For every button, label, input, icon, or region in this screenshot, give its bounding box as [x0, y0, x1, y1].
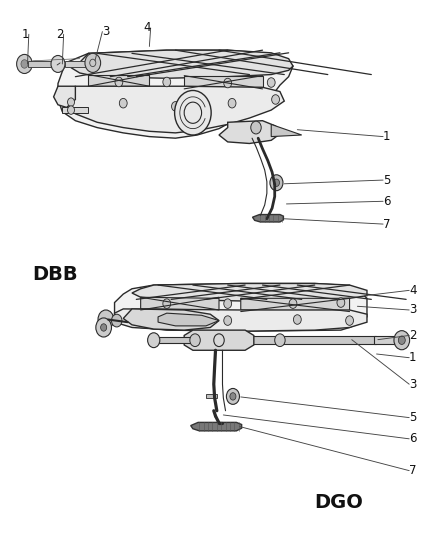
Text: 3: 3 — [409, 378, 417, 391]
Circle shape — [226, 389, 240, 405]
Circle shape — [270, 175, 283, 191]
Circle shape — [163, 77, 171, 87]
Circle shape — [228, 99, 236, 108]
Circle shape — [67, 98, 74, 107]
Text: 6: 6 — [409, 432, 417, 446]
Circle shape — [293, 315, 301, 324]
Circle shape — [230, 393, 236, 400]
Text: DGO: DGO — [315, 493, 364, 512]
Circle shape — [17, 54, 32, 74]
Circle shape — [119, 99, 127, 108]
Polygon shape — [132, 284, 367, 301]
Text: 1: 1 — [383, 130, 390, 143]
Circle shape — [275, 334, 285, 346]
Circle shape — [238, 334, 248, 346]
Text: 6: 6 — [383, 195, 390, 208]
Text: 2: 2 — [57, 28, 64, 41]
Polygon shape — [88, 75, 149, 86]
Text: DBB: DBB — [32, 265, 78, 284]
Polygon shape — [271, 124, 302, 136]
Polygon shape — [141, 297, 219, 310]
Circle shape — [337, 298, 345, 308]
Polygon shape — [241, 298, 350, 312]
Text: 1: 1 — [21, 28, 29, 41]
Polygon shape — [67, 86, 284, 133]
Circle shape — [346, 316, 353, 325]
Polygon shape — [58, 50, 293, 138]
Polygon shape — [123, 309, 219, 330]
Bar — [206, 394, 217, 398]
Text: 4: 4 — [143, 21, 151, 35]
Polygon shape — [115, 284, 367, 331]
Circle shape — [98, 310, 114, 329]
Circle shape — [96, 318, 112, 337]
Circle shape — [51, 55, 65, 72]
Polygon shape — [184, 76, 262, 89]
Circle shape — [224, 78, 232, 88]
Circle shape — [251, 121, 261, 134]
Text: 7: 7 — [409, 464, 417, 477]
Circle shape — [224, 299, 232, 309]
Text: 3: 3 — [409, 303, 417, 317]
Circle shape — [67, 106, 74, 114]
Polygon shape — [158, 313, 219, 326]
Text: 2: 2 — [409, 329, 417, 342]
Circle shape — [289, 299, 297, 309]
Circle shape — [21, 60, 28, 68]
Circle shape — [112, 314, 122, 327]
Polygon shape — [219, 120, 280, 143]
Polygon shape — [115, 309, 367, 331]
Circle shape — [273, 179, 279, 187]
Circle shape — [150, 315, 158, 324]
Polygon shape — [191, 422, 242, 431]
Text: 5: 5 — [383, 174, 390, 187]
Text: 7: 7 — [383, 217, 390, 231]
Circle shape — [148, 333, 160, 348]
Circle shape — [190, 334, 200, 346]
Circle shape — [115, 77, 123, 87]
Circle shape — [163, 299, 171, 309]
Polygon shape — [184, 330, 254, 350]
Bar — [210, 336, 376, 344]
Circle shape — [175, 91, 211, 135]
Circle shape — [224, 316, 232, 325]
Bar — [65, 61, 89, 67]
Circle shape — [85, 53, 101, 72]
Text: 1: 1 — [409, 351, 417, 364]
Text: 5: 5 — [409, 411, 417, 424]
Bar — [28, 61, 57, 67]
Bar — [152, 337, 197, 343]
Circle shape — [101, 324, 107, 331]
Polygon shape — [62, 108, 88, 113]
Text: 4: 4 — [409, 284, 417, 297]
Bar — [374, 336, 399, 344]
Circle shape — [172, 102, 180, 111]
Circle shape — [206, 333, 219, 348]
Circle shape — [267, 78, 275, 87]
Text: 3: 3 — [102, 25, 110, 38]
Circle shape — [398, 336, 405, 344]
Polygon shape — [253, 215, 283, 222]
Polygon shape — [71, 50, 293, 78]
Circle shape — [394, 330, 410, 350]
Polygon shape — [53, 86, 75, 108]
Circle shape — [272, 95, 279, 104]
